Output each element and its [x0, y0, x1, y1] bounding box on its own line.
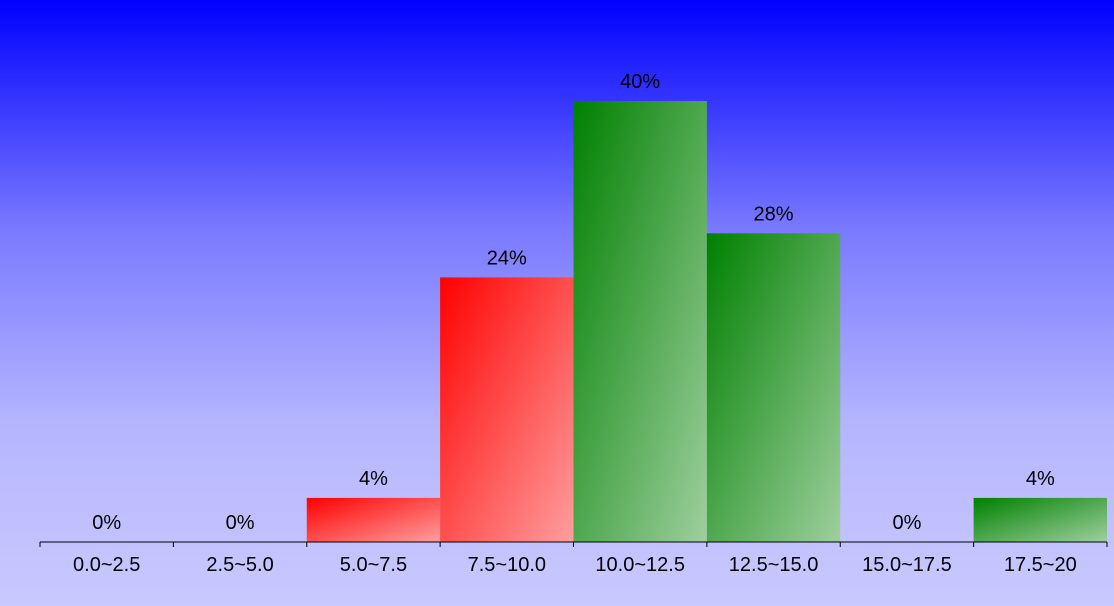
bar-7.5~10.0 — [440, 277, 574, 542]
x-tick-label: 12.5~15.0 — [729, 554, 819, 576]
x-tick-labels-group: 0.0~2.5 2.5~5.0 5.0~7.5 7.5~10.0 10.0~12.5 12… — [73, 554, 1077, 576]
x-tick-label: 0.0~2.5 — [73, 554, 140, 576]
value-label: 4% — [359, 468, 388, 490]
value-label: 24% — [487, 247, 527, 269]
value-label: 0% — [92, 512, 121, 534]
value-label: 28% — [754, 203, 794, 225]
value-label: 0% — [226, 512, 255, 534]
value-label: 40% — [620, 71, 660, 93]
x-tick-label: 5.0~7.5 — [340, 554, 407, 576]
bar-17.5~20 — [973, 497, 1107, 542]
bar-5.0~7.5 — [306, 497, 441, 542]
x-tick-label: 7.5~10.0 — [468, 554, 546, 576]
bar-12.5~15.0 — [706, 233, 841, 543]
value-labels-group: 0% 0% 4% 24% 40% 28% 0% 4% — [92, 71, 1055, 534]
bar-10.0~12.5 — [573, 101, 707, 542]
x-tick-label: 2.5~5.0 — [206, 554, 273, 576]
x-tick-label: 10.0~12.5 — [595, 554, 685, 576]
value-label: 0% — [892, 512, 921, 534]
bars-group — [306, 101, 1107, 543]
value-label: 4% — [1026, 468, 1055, 490]
x-ticks-group — [39, 542, 1108, 547]
x-tick-label: 15.0~17.5 — [862, 554, 952, 576]
x-tick-label: 17.5~20 — [1004, 554, 1077, 576]
